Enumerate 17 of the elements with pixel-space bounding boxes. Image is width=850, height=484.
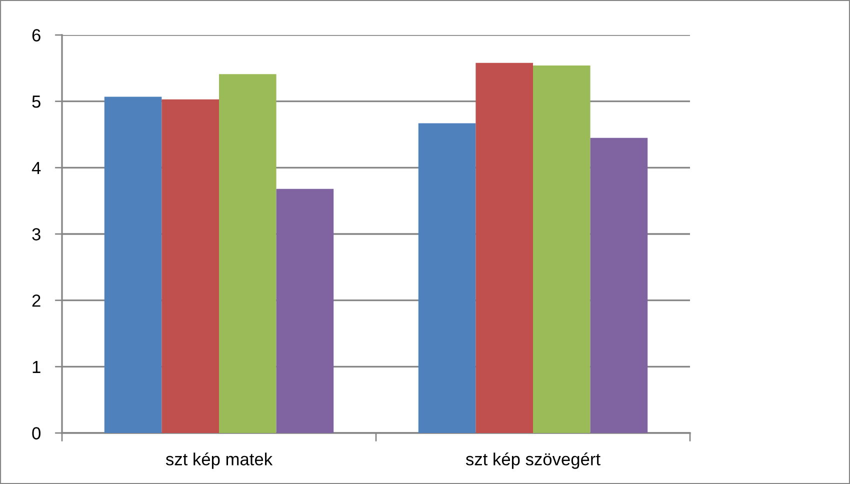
y-tick-label: 5 (32, 96, 40, 108)
bar (276, 188, 334, 433)
bar (533, 66, 590, 433)
y-tick-label: 6 (32, 29, 40, 42)
bar (162, 99, 219, 433)
y-tick-label: 2 (32, 294, 40, 307)
bar (476, 62, 533, 433)
bar (104, 96, 162, 433)
bar (590, 138, 648, 433)
y-tick-label: 4 (32, 162, 41, 174)
x-tick-label: szt kép matek (166, 452, 273, 469)
y-tick-label: 3 (32, 228, 40, 240)
x-tick-label: szt kép szövegért (466, 452, 600, 469)
bar (219, 74, 276, 433)
y-tick-label: 0 (32, 427, 40, 440)
y-tick-label: 1 (32, 361, 40, 373)
bar (418, 123, 476, 433)
